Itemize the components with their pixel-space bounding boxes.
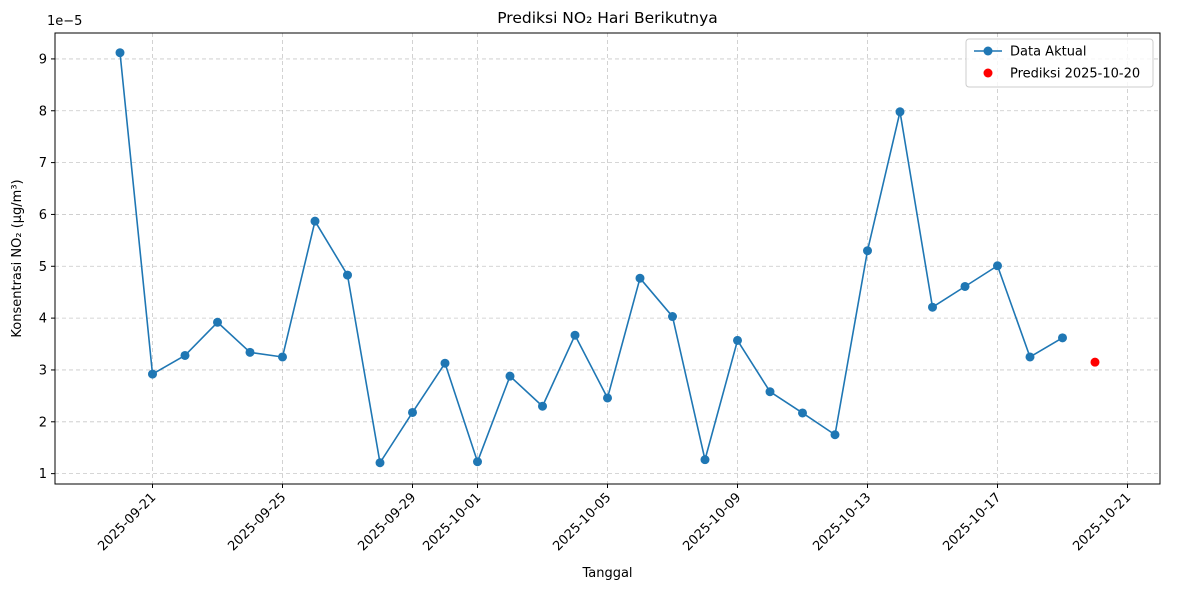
legend-label-prediksi: Prediksi 2025-10-20 (1010, 67, 1140, 82)
y-tick-label: 5 (39, 260, 47, 275)
legend-box (965, 38, 1154, 88)
data-point-data-aktual (213, 317, 222, 327)
data-point-data-aktual (375, 458, 385, 468)
data-point-data-aktual (310, 216, 320, 226)
data-point-data-aktual (765, 387, 775, 397)
data-point-data-aktual (440, 358, 450, 368)
legend: Data Aktual Prediksi 2025-10-20 (965, 38, 1154, 88)
grid (55, 33, 1160, 484)
y-tick-label: 2 (39, 415, 47, 430)
y-tick-label: 3 (39, 363, 47, 378)
y-tick-label: 8 (39, 104, 47, 119)
series-line-data-aktual (119, 52, 1063, 464)
data-point-data-aktual (148, 369, 157, 379)
data-point-data-aktual (180, 350, 190, 360)
y-tick-label: 4 (39, 312, 47, 327)
data-point-data-aktual (570, 330, 580, 340)
data-point-data-aktual (960, 281, 970, 291)
legend-label-data-aktual: Data Aktual (1010, 45, 1087, 60)
x-axis-label: Tanggal (581, 566, 632, 581)
series-layer (115, 48, 1100, 468)
chart-title: Prediksi NO₂ Hari Berikutnya (497, 9, 718, 27)
data-point-data-aktual (1058, 333, 1067, 343)
data-point-data-aktual (798, 408, 807, 418)
data-point-data-aktual (928, 302, 937, 312)
legend-marker-data-aktual (983, 46, 993, 56)
data-point-data-aktual (668, 312, 677, 322)
data-point-data-aktual (505, 371, 515, 381)
y-offset-label: 1e−5 (47, 14, 82, 29)
data-point-data-aktual (343, 270, 352, 280)
data-point-data-aktual (473, 457, 482, 467)
data-point-data-aktual (733, 335, 742, 345)
legend-marker-prediksi (983, 68, 993, 78)
data-point-prediksi-2025-10-20 (1090, 357, 1100, 367)
y-tick-label: 7 (39, 156, 47, 171)
data-point-data-aktual (863, 246, 872, 256)
data-point-data-aktual (635, 273, 645, 283)
y-tick-label: 9 (39, 52, 47, 67)
data-point-data-aktual (830, 430, 840, 440)
y-tick-label: 1 (39, 467, 47, 482)
data-point-data-aktual (603, 393, 612, 403)
data-point-data-aktual (1025, 352, 1035, 362)
data-point-data-aktual (538, 401, 547, 411)
data-point-data-aktual (115, 48, 125, 58)
data-point-data-aktual (245, 347, 255, 357)
data-point-data-aktual (278, 352, 287, 362)
y-tick-label: 6 (39, 208, 47, 223)
data-point-data-aktual (700, 455, 710, 465)
y-axis-label: Konsentrasi NO₂ (µg/m³) (10, 179, 25, 337)
data-point-data-aktual (993, 261, 1002, 271)
data-point-data-aktual (408, 407, 417, 417)
data-point-data-aktual (895, 107, 905, 117)
